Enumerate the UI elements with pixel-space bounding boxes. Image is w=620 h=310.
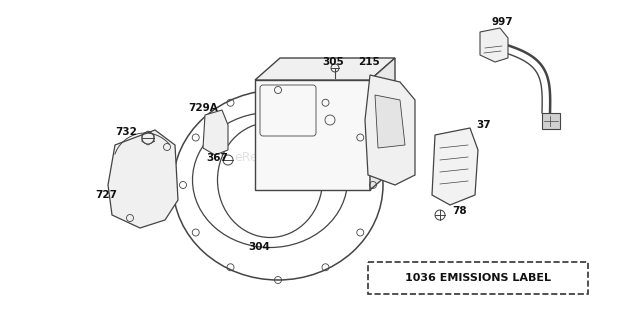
Text: 997: 997 xyxy=(492,17,513,27)
Polygon shape xyxy=(255,58,395,80)
Polygon shape xyxy=(108,130,178,228)
Text: 304: 304 xyxy=(248,242,270,252)
FancyBboxPatch shape xyxy=(542,113,560,129)
Text: 78: 78 xyxy=(452,206,467,216)
Text: 732: 732 xyxy=(115,127,137,137)
Bar xyxy=(255,80,370,190)
Polygon shape xyxy=(480,28,508,62)
Polygon shape xyxy=(365,75,415,185)
Text: 367: 367 xyxy=(206,153,228,163)
Text: 215: 215 xyxy=(358,57,379,67)
Text: eReplacementParts.com: eReplacementParts.com xyxy=(234,152,386,165)
Text: 37: 37 xyxy=(476,120,490,130)
Text: 1036 EMISSIONS LABEL: 1036 EMISSIONS LABEL xyxy=(405,273,551,283)
Polygon shape xyxy=(432,128,478,205)
Polygon shape xyxy=(370,58,395,190)
FancyBboxPatch shape xyxy=(368,262,588,294)
Polygon shape xyxy=(203,110,228,155)
Text: 305: 305 xyxy=(322,57,343,67)
Text: 729A: 729A xyxy=(188,103,218,113)
Polygon shape xyxy=(375,95,405,148)
Text: 727: 727 xyxy=(95,190,117,200)
